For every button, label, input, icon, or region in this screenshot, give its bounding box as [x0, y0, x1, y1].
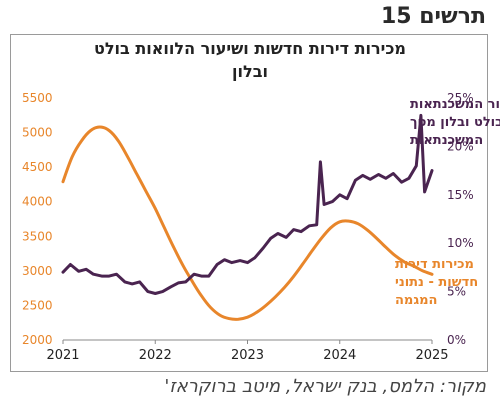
series-label-home-sales: חדשות - נתוני [395, 275, 478, 290]
y-left-tick-label: 4000 [22, 195, 53, 209]
chart-title-line-2: ובלון [232, 62, 268, 81]
chart-title-line-1: מכירות דירות חדשות ושיעור הלוואות בולט [93, 39, 407, 58]
x-tick-label: 2025 [415, 348, 448, 363]
y-left-tick-label: 5500 [22, 91, 53, 105]
y-left-tick-label: 3000 [22, 264, 53, 278]
y-left-tick-label: 5000 [22, 126, 53, 140]
y-left-tick-label: 3500 [22, 229, 53, 243]
y-left-tick-label: 2500 [22, 298, 53, 312]
x-tick-label: 2024 [323, 348, 356, 363]
y-right-tick-label: 25% [447, 91, 474, 105]
chart-title: מכירות דירות חדשות ושיעור הלוואות בולט ו… [60, 37, 440, 83]
y-right-tick-label: 0% [447, 333, 466, 347]
series-line-bullet-balloon-rate [61, 113, 434, 295]
y-left-tick-label: 4500 [22, 160, 53, 174]
x-tick-label: 2022 [139, 348, 172, 363]
figure-label: תרשים 15 [380, 4, 486, 29]
series-label-bullet-balloon: שיעור המשכנתאות [410, 97, 500, 112]
y-right-tick-label: 10% [447, 236, 474, 250]
y-left-tick-label: 2000 [22, 333, 53, 347]
y-right-tick-label: 20% [447, 139, 474, 153]
y-right-tick-label: 5% [447, 285, 466, 299]
series-label-home-sales: מכירות דירות [395, 257, 474, 272]
series-label-home-sales: המגמה [395, 293, 438, 308]
series-line-home-sales [61, 125, 434, 321]
series-label-bullet-balloon: בולט ובלון מסך [410, 115, 500, 130]
source-note: מקור: הלמס, בנק ישראל, מיטב ברוקראז' [164, 376, 486, 397]
x-tick-label: 2023 [231, 348, 264, 363]
series-label-bullet-balloon: המשכנתאות [410, 133, 483, 148]
x-tick-label: 2021 [46, 348, 79, 363]
y-right-tick-label: 15% [447, 188, 474, 202]
